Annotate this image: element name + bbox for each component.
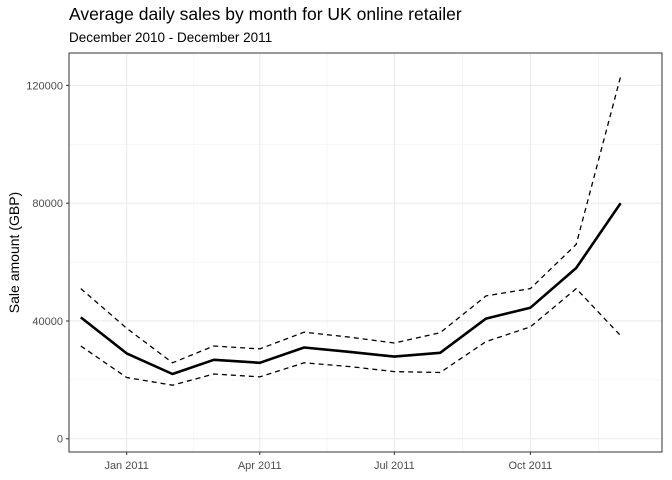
x-tick-label: Oct 2011 [508,460,552,472]
y-tick-label: 120000 [26,80,63,92]
y-axis: 0 40000 80000 120000 [26,80,69,446]
y-tick-label: 80000 [32,198,63,210]
x-axis: Jan 2011 Apr 2011 Jul 2011 Oct 2011 [104,452,552,472]
bound-series-line-2 [80,287,622,386]
y-axis-title: Sale amount (GBP) [6,192,22,313]
y-tick-label: 40000 [32,316,63,328]
x-tick-label: Jul 2011 [374,460,415,472]
minor-gridlines [69,53,662,452]
x-tick-label: Apr 2011 [238,460,282,472]
panel-border [68,52,663,453]
series-layer [79,76,622,386]
chart-subtitle: December 2010 - December 2011 [69,30,273,45]
mean-series-line [79,202,622,376]
x-tick-label: Jan 2011 [104,460,148,472]
major-gridlines [69,53,662,452]
bound-series-line-1 [80,76,622,364]
chart-title: Average daily sales by month for UK onli… [69,4,462,24]
y-tick-label: 0 [57,434,63,446]
